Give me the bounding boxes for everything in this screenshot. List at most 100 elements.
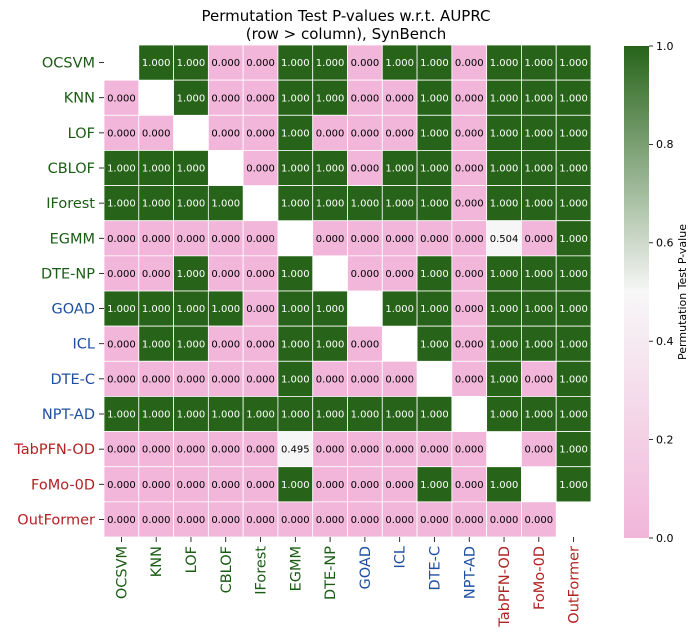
cell-value-label: 0.000	[525, 234, 554, 245]
cell-value-label: 1.000	[559, 234, 588, 245]
heatmap-cell	[207, 396, 244, 432]
heatmap-cell	[451, 360, 488, 397]
cell-value-label: 1.000	[351, 199, 380, 210]
heatmap-cell	[173, 220, 209, 257]
column-label: CBLOF	[219, 546, 235, 593]
heatmap-cell	[207, 220, 244, 257]
heatmap-cell	[347, 255, 383, 292]
cell-value-label: 0.000	[420, 445, 449, 456]
chart-title: Permutation Test P-values w.r.t. AUPRC	[202, 7, 491, 25]
column-label: DTE-C	[427, 546, 443, 591]
cell-value-label: 0.000	[525, 374, 554, 385]
cell-value-label: 0.000	[351, 374, 380, 385]
heatmap-cell	[486, 466, 522, 503]
cell-value-label: 1.000	[490, 374, 519, 385]
row-labels: OCSVM KNN LOF CBLOF IForest EGMM DTE-NP GOAD ICL…	[13, 56, 104, 528]
heatmap-cell	[347, 431, 383, 468]
heatmap-cell	[242, 255, 279, 292]
cell-value-label: 1.000	[177, 93, 206, 104]
cell-value-label: 0.000	[107, 374, 136, 385]
cell-value-label: 1.000	[559, 93, 588, 104]
cell-value-label: 0.000	[107, 515, 136, 526]
cell-value-label: 0.000	[351, 515, 380, 526]
column-label: GOAD	[358, 546, 374, 589]
cell-value-label: 1.000	[211, 410, 240, 421]
column-label: IForest	[254, 546, 270, 595]
heatmap-cell	[486, 501, 522, 538]
row-label: OCSVM	[42, 56, 95, 72]
cell-value-label: 1.000	[316, 410, 345, 421]
row-label: CBLOF	[48, 161, 95, 177]
cell-value-label: 0.000	[455, 304, 484, 315]
heatmap-cell	[381, 360, 418, 397]
row-label: EGMM	[50, 231, 95, 247]
cell-value-label: 1.000	[142, 199, 171, 210]
heatmap-cell	[312, 150, 348, 186]
cell-value-label: 0.000	[211, 58, 240, 69]
cell-value-label: 1.000	[490, 58, 519, 69]
heatmap-cell	[242, 290, 279, 327]
cell-value-label: 1.000	[559, 269, 588, 280]
heatmap-cell	[416, 466, 453, 503]
heatmap-cell	[207, 255, 244, 292]
heatmap-cell	[207, 290, 244, 327]
cell-value-label: 0.000	[211, 515, 240, 526]
cell-value-label: 0.000	[455, 164, 484, 175]
heatmap-cells: 1.000 1.000 0.000 0.000 1.000 1.000 0.000 1.000…	[103, 44, 592, 538]
cell-value-label: 1.000	[142, 58, 171, 69]
cell-value-label: 0.000	[142, 128, 171, 139]
colorbar-tick-label: 0.0	[656, 532, 674, 545]
cell-value-label: 1.000	[107, 199, 136, 210]
cell-value-label: 1.000	[559, 374, 588, 385]
cell-value-label: 1.000	[316, 339, 345, 350]
heatmap-cell	[312, 44, 348, 81]
cell-value-label: 0.000	[316, 480, 345, 491]
heatmap-cell	[381, 44, 418, 81]
cell-value-label: 0.000	[525, 515, 554, 526]
cell-value-label: 0.000	[385, 128, 414, 139]
cell-value-label: 0.000	[107, 445, 136, 456]
cell-value-label: 1.000	[281, 374, 310, 385]
heatmap-cell	[103, 79, 140, 116]
cell-value-label: 0.000	[107, 339, 136, 350]
cell-value-label: 0.000	[107, 480, 136, 491]
heatmap-cell	[451, 44, 488, 81]
cell-value-label: 1.000	[490, 93, 519, 104]
cell-value-label: 0.000	[351, 164, 380, 175]
cell-value-label: 1.000	[316, 58, 345, 69]
cell-value-label: 1.000	[281, 480, 310, 491]
row-label: FoMo-0D	[31, 477, 95, 493]
heatmap-cell	[555, 290, 592, 327]
heatmap-cell	[242, 79, 279, 116]
heatmap-cell	[138, 431, 174, 468]
cell-value-label: 0.000	[351, 234, 380, 245]
cell-value-label: 0.000	[385, 93, 414, 104]
heatmap-cell	[555, 396, 592, 432]
cell-value-label: 0.000	[211, 234, 240, 245]
heatmap-cell	[207, 501, 244, 538]
heatmap-cell	[521, 150, 557, 186]
heatmap-cell	[521, 290, 557, 327]
heatmap-cell	[381, 290, 418, 327]
heatmap-cell	[416, 185, 453, 222]
cell-value-label: 0.000	[385, 269, 414, 280]
heatmap-cell	[555, 255, 592, 292]
heatmap-cell	[555, 431, 592, 468]
heatmap-cell	[242, 466, 279, 503]
heatmap-cell	[103, 360, 140, 397]
row-label: OutFormer	[17, 512, 95, 528]
heatmap-cell	[451, 114, 488, 151]
heatmap-cell	[347, 396, 383, 432]
heatmap-cell	[103, 220, 140, 257]
heatmap-cell	[207, 114, 244, 151]
cell-value-label: 0.000	[351, 269, 380, 280]
heatmap-cell	[207, 466, 244, 503]
heatmap-cell	[555, 114, 592, 151]
cell-value-label: 1.000	[490, 480, 519, 491]
column-label: DTE-NP	[323, 546, 339, 600]
heatmap-cell	[103, 466, 140, 503]
cell-value-label: 1.000	[559, 128, 588, 139]
cell-value-label: 0.000	[107, 93, 136, 104]
column-label: FoMo-0D	[532, 546, 548, 610]
cell-value-label: 0.000	[246, 339, 275, 350]
